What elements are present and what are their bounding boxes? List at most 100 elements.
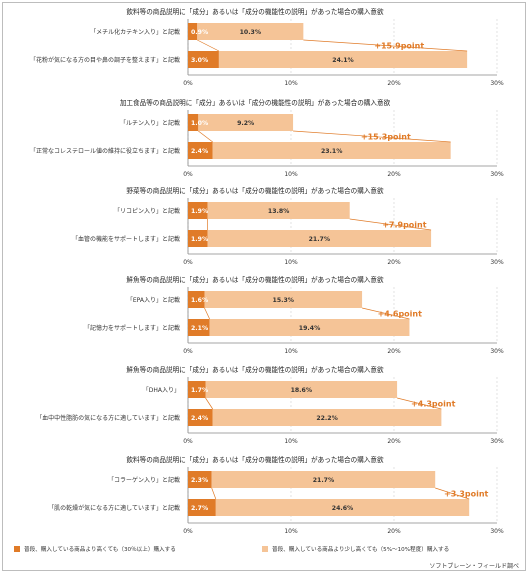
category-label: 「ルチン入り」と記載	[120, 119, 180, 127]
connector-dark	[197, 39, 220, 52]
connector-light	[349, 218, 432, 231]
panel-title: 加工食品等の商品説明に「成分」あるいは「成分の機能性の説明」があった場合の購入意…	[120, 98, 391, 107]
bar-light	[207, 202, 350, 219]
x-tick-label: 0%	[183, 438, 193, 445]
category-label: 「正常なコレステロール値の維持に役立ちます」と記載	[30, 147, 180, 155]
category-label: 「リコピン入り」と記載	[114, 207, 180, 215]
bar-dark	[188, 142, 213, 159]
category-label: 「花粉が気になる方の目や鼻の調子を整えます」と記載	[30, 56, 180, 64]
data-label-light: 13.8%	[268, 208, 289, 215]
bar-dark	[188, 230, 208, 247]
bar-dark	[188, 114, 199, 131]
panel-3: 野菜等の商品説明に「成分」あるいは「成分の機能性の説明」があった場合の購入意欲「…	[72, 186, 504, 266]
bar-dark	[188, 471, 212, 488]
data-label-light: 21.7%	[309, 236, 330, 243]
panel-title: 鮮魚等の商品説明に「成分」あるいは「成分の機能性の説明」があった場合の購入意欲	[126, 275, 384, 284]
x-tick-label: 30%	[490, 259, 504, 266]
panel-1: 飲料等の商品説明に「成分」あるいは「成分の機能性の説明」があった場合の購入意欲「…	[30, 7, 504, 87]
data-label-light: 24.6%	[332, 505, 353, 512]
connector-light	[303, 39, 468, 52]
data-label-dark: 1.9%	[191, 208, 208, 215]
bar-dark	[188, 51, 219, 68]
x-tick-label: 30%	[490, 171, 504, 178]
x-tick-label: 20%	[387, 171, 401, 178]
bar-light	[205, 381, 398, 398]
diff-label: +15.3point	[361, 133, 411, 142]
panel-title: 飲料等の商品説明に「成分」あるいは「成分の機能性の説明」があった場合の購入意欲	[126, 455, 384, 464]
data-label-light: 18.6%	[291, 387, 312, 394]
x-tick-label: 20%	[387, 528, 401, 535]
x-tick-label: 30%	[490, 80, 504, 87]
data-label-light: 10.3%	[240, 29, 261, 36]
x-tick-label: 30%	[490, 528, 504, 535]
legend-label-light: 普段、購入している商品より少し高くても（5%～10%程度）購入する	[272, 547, 450, 553]
data-label-dark: 2.7%	[191, 505, 208, 512]
x-tick-label: 0%	[183, 528, 193, 535]
connector-light	[397, 397, 442, 410]
data-label-light: 23.1%	[321, 148, 342, 155]
category-label: 「DHA入り」	[143, 387, 180, 394]
bar-light	[198, 114, 294, 131]
data-label-light: 22.2%	[316, 415, 337, 422]
connector-light	[435, 487, 470, 500]
connector-dark	[205, 397, 214, 410]
x-tick-label: 10%	[284, 171, 298, 178]
category-label: 「コラーゲン入り」と記載	[108, 476, 180, 484]
bar-dark	[188, 23, 198, 40]
data-label-dark: 1.7%	[191, 387, 208, 394]
bar-light	[215, 499, 470, 516]
data-label-light: 15.3%	[273, 297, 294, 304]
bar-dark	[188, 409, 213, 426]
data-label-dark: 2.4%	[191, 415, 208, 422]
legend-item-light: 普段、購入している商品より少し高くても（5%～10%程度）購入する	[262, 545, 449, 553]
figure-border	[2, 2, 526, 571]
data-label-light: 24.1%	[332, 57, 353, 64]
data-label-dark: 1.6%	[191, 297, 208, 304]
panel-title: 飲料等の商品説明に「成分」あるいは「成分の機能性の説明」があった場合の購入意欲	[126, 7, 384, 16]
diff-label: +4.3point	[411, 400, 456, 409]
category-label: 「血中中性脂肪の気になる方に適しています」と記載	[36, 414, 180, 422]
bar-light	[212, 142, 451, 159]
panel-5: 鮮魚等の商品説明に「成分」あるいは「成分の機能性の説明」があった場合の購入意欲「…	[36, 365, 504, 445]
diff-label: +15.9point	[374, 42, 424, 51]
x-tick-label: 10%	[284, 348, 298, 355]
diff-label: +7.9point	[382, 221, 427, 230]
panel-2: 加工食品等の商品説明に「成分」あるいは「成分の機能性の説明」があった場合の購入意…	[30, 98, 504, 178]
data-label-dark: 2.3%	[191, 477, 208, 484]
connector-dark	[211, 487, 217, 500]
data-label-dark: 1.9%	[191, 236, 208, 243]
bar-dark	[188, 202, 208, 219]
bar-dark	[188, 291, 205, 308]
legend-label-dark: 普段、購入している商品より高くても（30％以上）購入する	[24, 547, 176, 553]
legend-swatch-dark	[14, 546, 20, 552]
category-label: 「メチル化カテキン入り」と記載	[90, 28, 180, 36]
diff-label: +4.6point	[378, 310, 423, 319]
data-label-light: 9.2%	[237, 120, 254, 127]
x-tick-label: 20%	[387, 259, 401, 266]
x-tick-label: 10%	[284, 80, 298, 87]
data-label-light: 21.7%	[313, 477, 334, 484]
data-label-dark: 0.9%	[191, 29, 208, 36]
x-tick-label: 20%	[387, 80, 401, 87]
bar-light	[209, 319, 410, 336]
bar-light	[207, 230, 432, 247]
x-tick-label: 0%	[183, 259, 193, 266]
data-label-dark: 2.4%	[191, 148, 208, 155]
bar-dark	[188, 319, 210, 336]
data-label-dark: 2.1%	[191, 325, 208, 332]
x-tick-label: 30%	[490, 438, 504, 445]
bar-light	[212, 409, 442, 426]
data-label-dark: 3.0%	[191, 57, 208, 64]
bar-light	[197, 23, 304, 40]
x-tick-label: 0%	[183, 80, 193, 87]
category-label: 「肌の乾燥が気になる方に適しています」と記載	[48, 504, 180, 512]
legend-item-dark: 普段、購入している商品より高くても（30％以上）購入する	[14, 545, 176, 553]
diff-label: +3.3point	[444, 490, 489, 499]
panel-6: 飲料等の商品説明に「成分」あるいは「成分の機能性の説明」があった場合の購入意欲「…	[48, 455, 504, 535]
bar-light	[218, 51, 468, 68]
bar-light	[211, 471, 436, 488]
connector-light	[293, 130, 451, 143]
data-label-dark: 1.0%	[191, 120, 208, 127]
source-note: ソフトブレーン・フィールド調べ	[429, 563, 519, 570]
